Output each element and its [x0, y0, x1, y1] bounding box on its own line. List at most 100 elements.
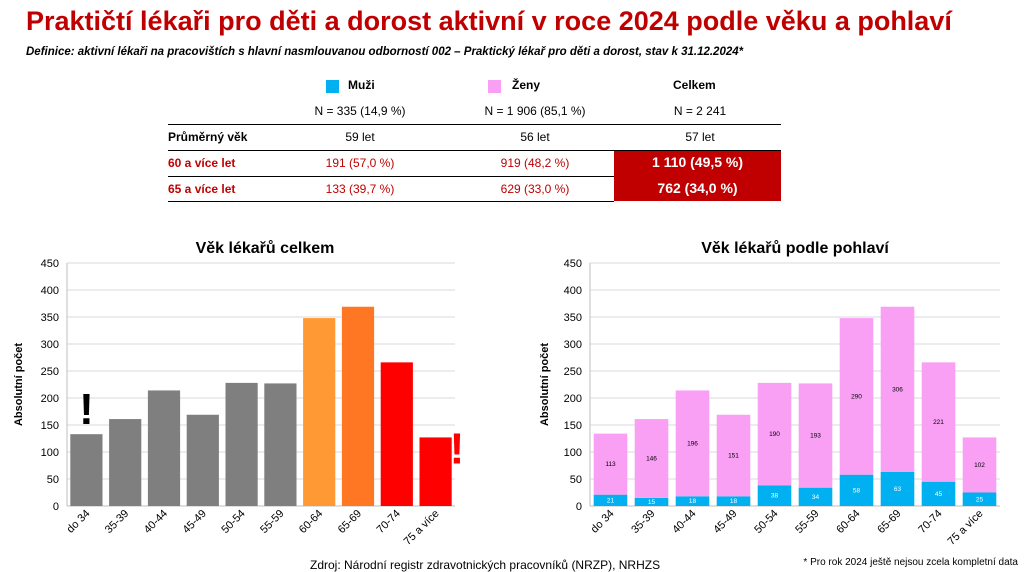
65-plus-men: 133 (39,7 %): [325, 182, 395, 196]
bar-men-45-49: [716, 496, 751, 506]
x-tick-label: 60-64: [297, 508, 325, 536]
x-tick-label: 35-39: [629, 508, 657, 536]
x-tick-label: 35-39: [103, 508, 131, 536]
legend-swatch-women: [488, 80, 501, 93]
data-label-women: 290: [851, 393, 862, 400]
x-tick-label: 75 a více: [402, 508, 442, 548]
x-tick-label: do 34: [65, 508, 93, 536]
data-label-women: 306: [892, 386, 903, 393]
data-label-women: 146: [646, 455, 657, 462]
bar-women-75-a-více: [962, 437, 997, 493]
data-label-men: 63: [894, 486, 902, 493]
bar-60-64: [303, 318, 336, 506]
data-label-men: 18: [689, 498, 697, 505]
bar-men-40-44: [675, 496, 710, 506]
x-tick-label: 60-64: [834, 508, 862, 536]
y-tick-label: 100: [564, 447, 582, 459]
legend-swatch-men: [326, 80, 339, 93]
data-label-women: 190: [769, 431, 780, 438]
y-tick-label: 350: [564, 312, 582, 324]
table-divider: [168, 176, 614, 177]
exclamation-mark: !: [450, 424, 465, 473]
65-plus-total: 762 (34,0 %): [657, 180, 738, 196]
bar-men-60-64: [839, 474, 874, 506]
total-highlight-box: [614, 151, 781, 201]
data-label-women: 113: [605, 461, 616, 468]
bar-men-65-69: [880, 471, 915, 506]
bar-40-44: [147, 390, 181, 506]
x-tick-label: 70-74: [916, 508, 944, 536]
bar-men-70-74: [921, 481, 956, 506]
x-tick-label: 40-44: [670, 508, 698, 536]
y-tick-label: 450: [564, 258, 582, 270]
source-note: Zdroj: Národní registr zdravotnických pr…: [310, 558, 661, 572]
y-tick-label: 300: [564, 339, 582, 351]
y-tick-label: 250: [41, 366, 59, 378]
row-label-average-age: Průměrný věk: [168, 130, 248, 144]
x-tick-label: 65-69: [875, 508, 903, 536]
data-label-women: 221: [933, 419, 944, 426]
bar-75-a-více: [419, 437, 452, 506]
age-gender-chart: 0 50 100 150 200 250 300 350 400 450 Absolutní poč…: [539, 258, 1000, 548]
age-total-chart: 0 50 100 150 200 250 300 350 400 450 Absolutní poč…: [13, 258, 465, 548]
data-label-men: 34: [812, 494, 820, 501]
exclamation-mark: !: [79, 385, 94, 434]
bar-men-35-39: [634, 497, 669, 506]
data-label-women: 196: [687, 440, 698, 447]
y-tick-label: 50: [47, 474, 59, 486]
data-label-men: 15: [648, 499, 656, 506]
data-label-women: 193: [810, 433, 821, 440]
data-label-men: 21: [607, 497, 615, 504]
page-subtitle: Definice: aktivní lékaři na pracovištích…: [26, 46, 744, 58]
row-label-60-plus: 60 a více let: [168, 156, 236, 170]
data-label-women: 151: [728, 453, 739, 460]
row-label-65-plus: 65 a více let: [168, 182, 236, 196]
y-tick-label: 0: [53, 501, 59, 513]
bar-men-75-a-více: [962, 492, 997, 506]
y-tick-label: 200: [41, 393, 59, 405]
table-divider: [168, 150, 781, 151]
data-label-women: 102: [974, 462, 985, 469]
data-label-men: 38: [771, 493, 779, 500]
x-tick-label: 40-44: [142, 508, 170, 536]
y-tick-label: 150: [564, 420, 582, 432]
65-plus-women: 629 (33,0 %): [500, 182, 570, 196]
y-tick-label: 450: [41, 258, 59, 270]
x-tick-label: do 34: [589, 508, 617, 536]
footnote: * Pro rok 2024 ještě nejsou zcela komple…: [803, 557, 1018, 568]
table-divider: [168, 201, 614, 202]
header-men: Muži: [348, 78, 375, 92]
header-women: Ženy: [512, 78, 541, 92]
bar-women-40-44: [675, 390, 710, 497]
bar-45-49: [186, 414, 219, 506]
x-tick-label: 45-49: [711, 508, 739, 536]
bar-35-39: [109, 419, 142, 506]
y-tick-label: 400: [564, 285, 582, 297]
bar-50-54: [225, 382, 258, 506]
bar-men-50-54: [757, 485, 792, 506]
bar-women-50-54: [757, 382, 792, 486]
bar-do-34: [70, 434, 103, 506]
n-men: N = 335 (14,9 %): [314, 104, 406, 118]
y-tick-label: 300: [41, 339, 59, 351]
bar-women-60-64: [839, 318, 874, 475]
60-plus-women: 919 (48,2 %): [500, 156, 570, 170]
x-tick-label: 55-59: [258, 508, 286, 536]
x-tick-label: 50-54: [219, 508, 247, 536]
60-plus-men: 191 (57,0 %): [325, 156, 395, 170]
y-tick-label: 150: [41, 420, 59, 432]
avg-age-men: 59 let: [345, 130, 375, 144]
chart-title-total: Věk lékařů celkem: [195, 240, 335, 257]
avg-age-total: 57 let: [685, 130, 715, 144]
bar-women-70-74: [921, 362, 956, 482]
bar-men-do-34: [593, 494, 628, 506]
bar-65-69: [341, 306, 375, 506]
data-label-men: 18: [730, 498, 738, 505]
bar-men-55-59: [798, 487, 833, 506]
bar-women-45-49: [716, 414, 751, 497]
avg-age-women: 56 let: [520, 130, 550, 144]
y-tick-label: 400: [41, 285, 59, 297]
bar-70-74: [380, 362, 413, 506]
bar-women-65-69: [880, 306, 915, 472]
60-plus-total: 1 110 (49,5 %): [651, 154, 744, 170]
